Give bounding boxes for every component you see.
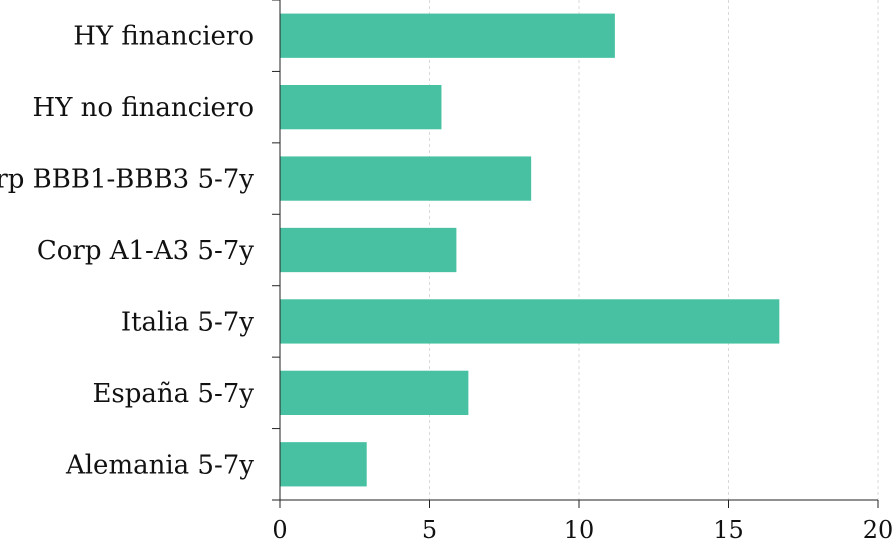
bar-6: [280, 370, 469, 415]
category-label-3: Corp BBB1-BBB3 5-7y: [0, 165, 254, 195]
bar-4: [280, 227, 457, 273]
x-tick-label-0: 0: [272, 516, 287, 544]
x-tick-label-2: 10: [564, 516, 595, 544]
bar-2: [280, 85, 442, 130]
bar-5: [280, 299, 780, 344]
category-labels: HY financiero HY no financiero Corp BBB1-B…: [0, 22, 254, 481]
category-label-7: Alemania 5-7y: [65, 450, 254, 480]
x-tick-label-3: 15: [713, 516, 744, 544]
bar-7: [280, 442, 367, 487]
grid-lines: [429, 0, 879, 500]
category-label-2: HY no financiero: [33, 93, 254, 123]
bar-1: [280, 13, 615, 58]
bar-3: [280, 156, 532, 201]
category-label-5: Italia 5-7y: [121, 307, 254, 337]
category-label-6: España 5-7y: [92, 379, 254, 409]
x-axis: 0 5 10 15 20: [272, 499, 892, 544]
x-tick-label-4: 20: [863, 516, 892, 544]
bars: [280, 13, 780, 487]
category-label-1: HY financiero: [73, 22, 254, 52]
y-axis: [272, 0, 281, 501]
category-label-4: Corp A1-A3 5-7y: [37, 236, 254, 266]
x-tick-label-1: 5: [422, 516, 437, 544]
